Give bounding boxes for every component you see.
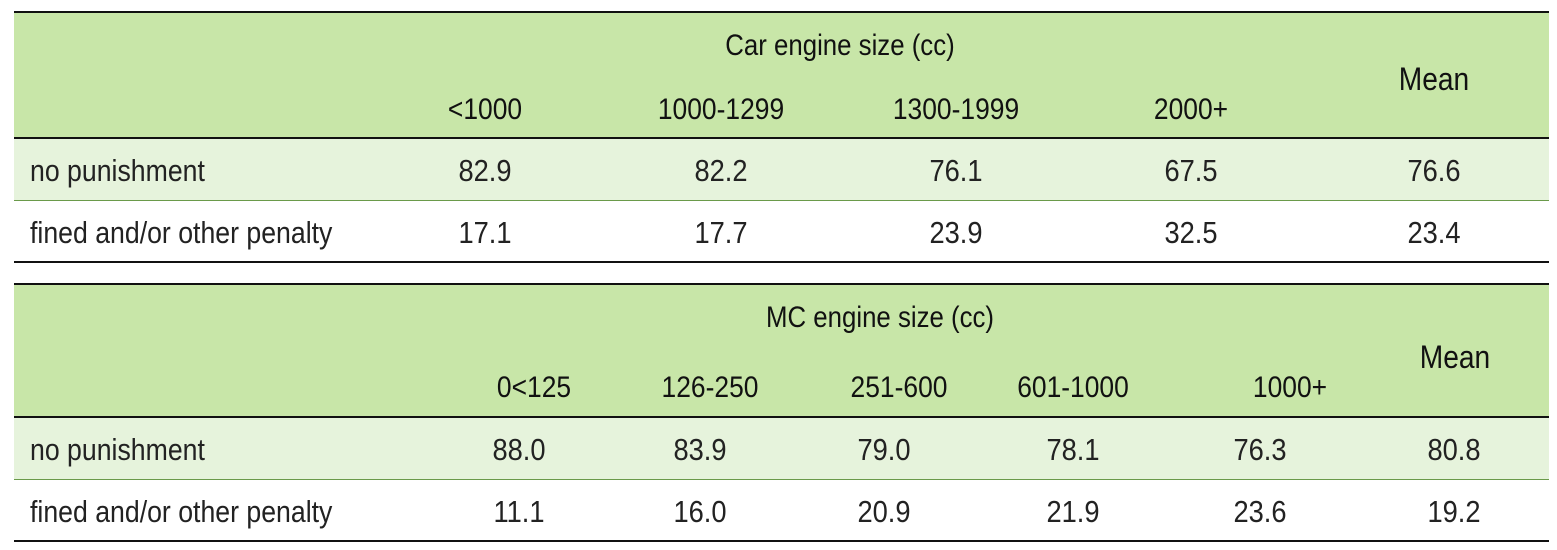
- mc-col-header-3: 251-600: [850, 371, 948, 404]
- car-table-header: Car engine size (cc) <1000 1000-1299 130…: [14, 11, 1549, 139]
- table-cell: 16.0: [673, 494, 727, 529]
- car-group-title: Car engine size (cc): [725, 29, 955, 62]
- mc-engine-table: MC engine size (cc) 0<125 126-250 251-60…: [14, 283, 1549, 542]
- mc-table-header: MC engine size (cc) 0<125 126-250 251-60…: [14, 283, 1549, 418]
- table-cell-mean: 19.2: [1427, 494, 1481, 529]
- table-cell: 23.6: [1233, 494, 1287, 529]
- row-label: no punishment: [30, 432, 205, 467]
- table-cell: 88.0: [492, 432, 546, 467]
- table-cell-mean: 23.4: [1407, 215, 1461, 250]
- car-col-header-1: <1000: [447, 93, 523, 126]
- table-cell: 83.9: [673, 432, 727, 467]
- car-col-header-3: 1300-1999: [892, 93, 1020, 126]
- row-label: fined and/or other penalty: [30, 494, 333, 529]
- table-cell: 76.3: [1233, 432, 1287, 467]
- car-col-header-2: 1000-1299: [657, 93, 785, 126]
- table-cell: 67.5: [1164, 153, 1218, 188]
- table-cell: 17.7: [694, 215, 748, 250]
- table-cell: 32.5: [1164, 215, 1218, 250]
- table-cell-mean: 80.8: [1427, 432, 1481, 467]
- mc-col-header-2: 126-250: [661, 371, 759, 404]
- mc-group-title: MC engine size (cc): [766, 301, 994, 334]
- car-col-header-4: 2000+: [1153, 93, 1229, 126]
- mc-col-header-5: 1000+: [1252, 371, 1328, 404]
- mc-col-header-4: 601-1000: [1017, 371, 1129, 404]
- table-cell: 78.1: [1046, 432, 1100, 467]
- table-cell: 17.1: [458, 215, 512, 250]
- table-cell: 20.9: [857, 494, 911, 529]
- car-mean-header: Mean: [1398, 61, 1470, 97]
- table-cell: 76.1: [929, 153, 983, 188]
- table-cell: 23.9: [929, 215, 983, 250]
- table-row: fined and/or other penalty 17.1 17.7 23.…: [14, 201, 1549, 263]
- table-row: no punishment 88.0 83.9 79.0 78.1 76.3 8…: [14, 418, 1549, 480]
- row-label: no punishment: [30, 153, 205, 188]
- table-row: no punishment 82.9 82.2 76.1 67.5 76.6: [14, 139, 1549, 201]
- table-cell: 79.0: [857, 432, 911, 467]
- mc-mean-header: Mean: [1419, 339, 1491, 375]
- table-cell: 82.2: [694, 153, 748, 188]
- table-cell: 82.9: [458, 153, 512, 188]
- mc-col-header-1: 0<125: [496, 371, 572, 404]
- table-row: fined and/or other penalty 11.1 16.0 20.…: [14, 480, 1549, 542]
- row-label: fined and/or other penalty: [30, 215, 333, 250]
- car-engine-table: Car engine size (cc) <1000 1000-1299 130…: [14, 11, 1549, 263]
- table-cell: 21.9: [1046, 494, 1100, 529]
- table-cell-mean: 76.6: [1407, 153, 1461, 188]
- table-cell: 11.1: [493, 494, 545, 529]
